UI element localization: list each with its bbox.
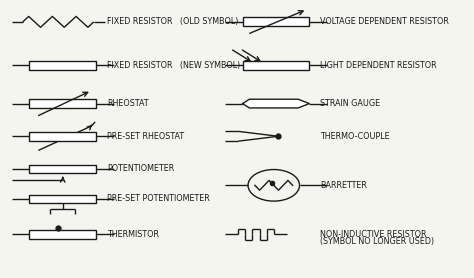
Text: THERMISTOR: THERMISTOR [107,230,159,239]
Bar [29,165,96,173]
Text: PRE-SET RHEOSTAT: PRE-SET RHEOSTAT [107,132,184,141]
Text: FIXED RESISTOR   (NEW SYMBOL): FIXED RESISTOR (NEW SYMBOL) [107,61,240,70]
Text: (SYMBOL NO LONGER USED): (SYMBOL NO LONGER USED) [320,237,435,247]
Text: RHEOSTAT: RHEOSTAT [107,99,149,108]
Bar [29,132,96,141]
Polygon shape [243,99,310,108]
Text: THERMO-COUPLE: THERMO-COUPLE [320,132,390,141]
Text: FIXED RESISTOR   (OLD SYMBOL): FIXED RESISTOR (OLD SYMBOL) [107,17,238,26]
Bar [29,61,96,70]
Bar [29,99,96,108]
Bar [243,18,310,26]
Bar [29,230,96,239]
Text: LIGHT DEPENDENT RESISTOR: LIGHT DEPENDENT RESISTOR [320,61,437,70]
Text: NON-INDUCTIVE RESISTOR: NON-INDUCTIVE RESISTOR [320,230,427,239]
Text: STRAIN GAUGE: STRAIN GAUGE [320,99,381,108]
Text: PRE-SET POTENTIOMETER: PRE-SET POTENTIOMETER [107,194,210,203]
Text: POTENTIOMETER: POTENTIOMETER [107,165,174,173]
Bar [29,195,96,203]
Bar [243,61,310,70]
Text: VOLTAGE DEPENDENT RESISTOR: VOLTAGE DEPENDENT RESISTOR [320,17,449,26]
Text: BARRETTER: BARRETTER [320,181,367,190]
